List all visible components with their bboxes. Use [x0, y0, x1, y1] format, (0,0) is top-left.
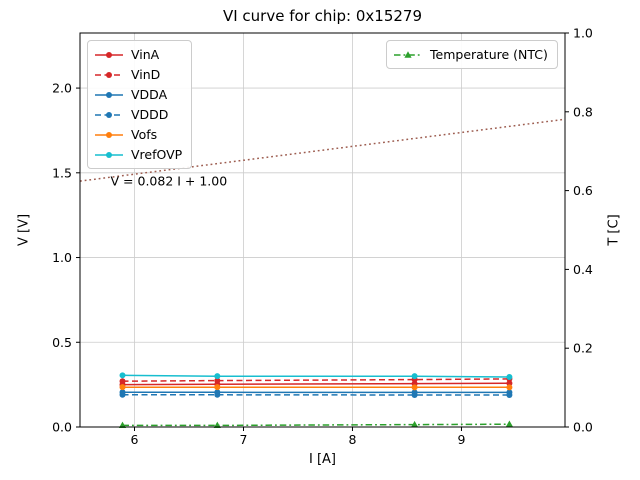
data-point-vofs: [506, 384, 513, 391]
legend-label-vdda: VDDA: [131, 87, 168, 102]
data-point-vddd: [119, 391, 126, 398]
legend-label-vddd: VDDD: [131, 107, 169, 122]
legend-sample-vddd: [95, 111, 123, 118]
chart-title: VI curve for chip: 0x15279: [222, 7, 423, 25]
legend-item-vina: VinA: [94, 45, 182, 64]
plot-border: [79, 32, 566, 428]
x-tick-label: 8: [348, 432, 356, 447]
series-line-vina: [122, 382, 510, 386]
left-y-tick-label: 0.5: [52, 335, 72, 350]
legend-sample-vofs: [95, 131, 123, 138]
data-point-vrefovp: [411, 373, 418, 380]
data-point-temperature-ntc: [213, 421, 221, 429]
right-y-tick-label: 1.0: [573, 26, 593, 41]
data-point-vrefovp: [506, 374, 513, 381]
data-point-temperature-ntc: [410, 420, 419, 428]
data-point-vddd: [411, 391, 418, 398]
legend-sample-temperature-ntc: [394, 50, 422, 58]
legend-right: Temperature (NTC): [386, 40, 558, 69]
data-point-vind: [214, 377, 221, 384]
right-y-tick-label: 0.2: [573, 341, 593, 356]
legend-item-vddd: VDDD: [94, 105, 182, 124]
right-y-axis-label: T [C]: [606, 214, 622, 246]
right-y-tick-label: 0.4: [573, 262, 593, 277]
legend-sample-vind: [95, 71, 123, 78]
left-y-tick-label: 1.5: [52, 165, 72, 180]
data-point-vofs: [214, 384, 221, 391]
legend-label-temperature-ntc: Temperature (NTC): [430, 47, 548, 62]
right-y-tick-label: 0.8: [573, 104, 593, 119]
right-y-tick-label: 0.6: [573, 183, 593, 198]
data-point-vofs: [119, 384, 126, 391]
data-point-temperature-ntc: [505, 420, 514, 427]
series-line-temperature-ntc: [122, 423, 510, 427]
legend-left: VinA VinD VDDA VDDD Vofs VrefOVP: [87, 40, 193, 169]
legend-sample-vdda: [95, 91, 123, 98]
legend-item-temperature-ntc: Temperature (NTC): [393, 45, 548, 64]
data-point-temperature-ntc: [118, 421, 127, 429]
legend-sample-vina: [95, 51, 123, 58]
legend-label-vofs: Vofs: [131, 127, 158, 142]
data-point-vofs: [411, 384, 418, 391]
legend-item-vrefovp: VrefOVP: [94, 145, 182, 164]
x-tick-label: 9: [457, 432, 465, 447]
data-point-vddd: [214, 391, 221, 398]
series-line-vrefovp: [122, 374, 510, 378]
data-point-vddd: [506, 391, 513, 398]
legend-label-vrefovp: VrefOVP: [131, 147, 183, 162]
data-point-vrefovp: [119, 372, 126, 379]
x-axis-label: I [A]: [308, 452, 336, 467]
left-y-tick-label: 1.0: [52, 250, 72, 265]
x-tick-label: 7: [240, 432, 248, 447]
x-tick-label: 6: [131, 432, 139, 447]
right-y-tick-label: 0.0: [573, 420, 593, 435]
left-y-tick-label: 2.0: [52, 81, 72, 96]
legend-item-vdda: VDDA: [94, 85, 182, 104]
left-y-tick-label: 0.0: [52, 420, 72, 435]
data-point-vrefovp: [214, 373, 221, 380]
legend-label-vina: VinA: [131, 47, 160, 62]
legend-item-vofs: Vofs: [94, 125, 182, 144]
series-line-vind: [122, 378, 510, 382]
left-y-axis-label: V [V]: [16, 213, 32, 247]
legend-sample-vrefovp: [95, 151, 123, 158]
fit-equation-annotation: V = 0.082 I + 1.00: [111, 173, 228, 188]
fit-line: [79, 118, 566, 182]
data-point-vind: [119, 378, 126, 385]
legend-item-vind: VinD: [94, 65, 182, 84]
legend-label-vind: VinD: [131, 67, 161, 82]
